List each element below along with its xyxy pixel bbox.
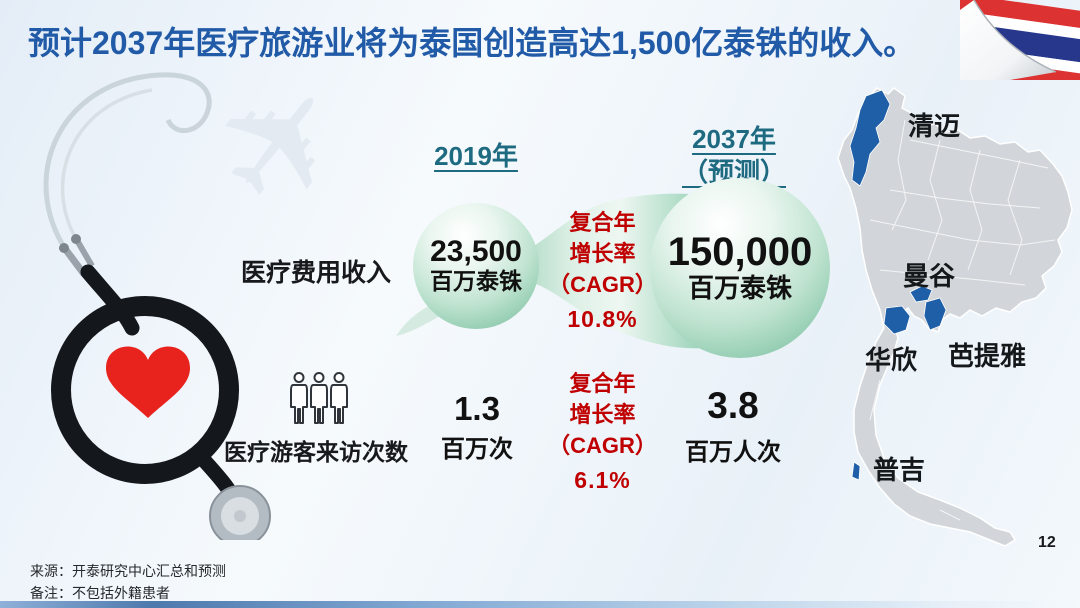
visitors-2019-unit: 百万次 (441, 436, 513, 463)
cagr-visitors-line3: （CAGR） (548, 433, 657, 458)
column-header-2019: 2019年 (434, 141, 518, 171)
thailand-map-body (837, 87, 1073, 547)
footer-note: 备注：不包括外籍患者 (30, 585, 170, 601)
cagr-revenue-value: 10.8% (567, 306, 638, 332)
thai-flag-ribbon (960, 0, 1080, 80)
sphere-2037-revenue: 150,000 百万泰铢 (650, 178, 830, 358)
stethoscope-ring-icon (51, 296, 239, 484)
map-label-hua-hin: 华欣 (865, 345, 918, 375)
revenue-2019-value: 23,500 (430, 235, 522, 269)
cagr-revenue: 复合年 增长率 （CAGR） 10.8% (540, 207, 665, 335)
cagr-revenue-line2: 增长率 (569, 241, 636, 266)
page-number: 12 (1038, 534, 1056, 551)
province-borders (869, 119, 1056, 521)
footer-source: 来源：开泰研究中心汇总和预测 (30, 563, 226, 579)
thailand-map (837, 87, 1073, 547)
map-label-phuket: 普吉 (873, 455, 926, 485)
metric-label-visitors: 医疗游客来访次数 (224, 439, 408, 465)
heart-icon (106, 346, 190, 418)
cagr-visitors: 复合年 增长率 （CAGR） 6.1% (540, 368, 665, 496)
map-label-bangkok: 曼谷 (903, 261, 956, 291)
map-region-pattaya (923, 297, 947, 331)
visitors-2037-unit: 百万人次 (685, 439, 781, 466)
cagr-visitors-line1: 复合年 (569, 371, 636, 396)
stethoscope-tube-icon (43, 72, 212, 252)
page-title: 预计2037年医疗旅游业将为泰国创造高达1,500亿泰铢的收入。 (28, 25, 916, 61)
revenue-2037-unit: 百万泰铢 (687, 273, 792, 304)
people-icon (290, 372, 348, 424)
bottom-accent-bar (0, 601, 1080, 608)
cagr-revenue-line3: （CAGR） (548, 272, 657, 297)
revenue-2019-unit: 百万泰铢 (430, 267, 522, 294)
map-region-phuket (851, 461, 861, 481)
visitors-2019-value: 1.3 (454, 390, 500, 427)
cagr-visitors-value: 6.1% (574, 467, 631, 493)
map-region-bangkok (909, 285, 933, 303)
visitors-2037-value: 3.8 (707, 385, 759, 426)
revenue-2037-value: 150,000 (667, 230, 813, 275)
cagr-visitors-line2: 增长率 (569, 402, 636, 427)
map-label-chiang-mai: 清迈 (908, 111, 961, 141)
map-label-pattaya: 芭提雅 (948, 341, 1027, 371)
stethoscope-heart-photo (43, 72, 271, 540)
map-region-hua-hin (883, 305, 911, 335)
thai-flag-icon (960, 0, 1080, 80)
sphere-2019-revenue: 23,500 百万泰铢 (413, 203, 539, 329)
map-region-chiang-mai (849, 89, 891, 187)
metric-label-revenue: 医疗费用收入 (241, 259, 392, 287)
column-header-2037: 2037年 (692, 124, 776, 154)
cagr-revenue-line1: 复合年 (569, 210, 636, 235)
